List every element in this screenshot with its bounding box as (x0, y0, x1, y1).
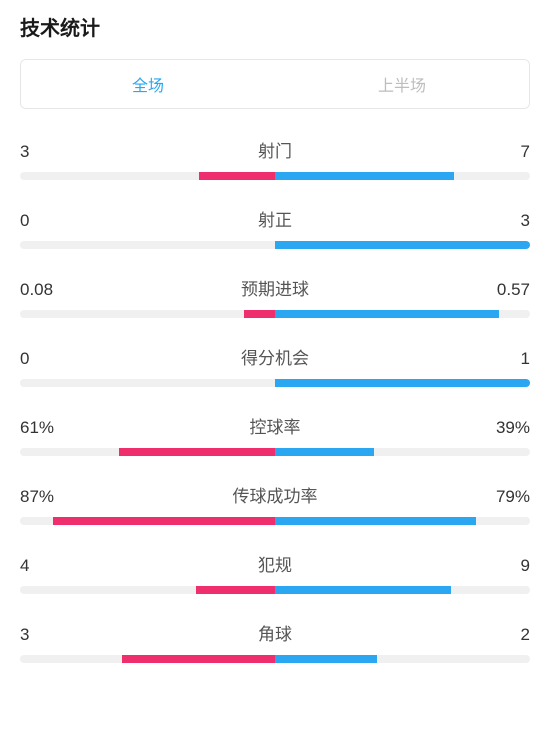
stat-right-value: 7 (470, 142, 530, 162)
stat-bar (20, 379, 530, 387)
bar-left-track (20, 517, 275, 525)
bar-right-track (275, 241, 530, 249)
stat-bar (20, 586, 530, 594)
stat-name: 预期进球 (80, 275, 470, 300)
stat-row: 4犯规9 (20, 551, 530, 594)
bar-right-fill (275, 379, 530, 387)
bar-left-track (20, 586, 275, 594)
bar-left-track (20, 310, 275, 318)
stat-right-value: 9 (470, 556, 530, 576)
stat-left-value: 61% (20, 418, 80, 438)
stat-labels: 61%控球率39% (20, 413, 530, 438)
bar-right-track (275, 172, 530, 180)
bar-left-track (20, 379, 275, 387)
stat-row: 87%传球成功率79% (20, 482, 530, 525)
stat-name: 犯规 (80, 551, 470, 576)
stat-name: 角球 (80, 620, 470, 645)
bar-left-fill (244, 310, 275, 318)
stat-bar (20, 310, 530, 318)
stat-labels: 0得分机会1 (20, 344, 530, 369)
bar-right-fill (275, 586, 451, 594)
stat-left-value: 4 (20, 556, 80, 576)
stat-right-value: 1 (470, 349, 530, 369)
bar-left-fill (119, 448, 275, 456)
stat-right-value: 0.57 (470, 280, 530, 300)
stat-left-value: 87% (20, 487, 80, 507)
bar-right-fill (275, 172, 454, 180)
stats-list: 3射门70射正30.08预期进球0.570得分机会161%控球率39%87%传球… (20, 137, 530, 663)
stat-labels: 3射门7 (20, 137, 530, 162)
tab-first-half[interactable]: 上半场 (275, 60, 529, 108)
bar-right-track (275, 517, 530, 525)
stat-row: 3射门7 (20, 137, 530, 180)
stat-labels: 0.08预期进球0.57 (20, 275, 530, 300)
bar-right-track (275, 310, 530, 318)
stat-name: 射门 (80, 137, 470, 162)
stat-bar (20, 241, 530, 249)
stat-left-value: 3 (20, 142, 80, 162)
bar-left-fill (196, 586, 275, 594)
stat-left-value: 0.08 (20, 280, 80, 300)
bar-left-track (20, 241, 275, 249)
bar-right-fill (275, 517, 476, 525)
stat-row: 61%控球率39% (20, 413, 530, 456)
bar-left-fill (199, 172, 276, 180)
stat-labels: 0射正3 (20, 206, 530, 231)
bar-left-track (20, 172, 275, 180)
stats-panel: 技术统计 全场 上半场 3射门70射正30.08预期进球0.570得分机会161… (0, 0, 550, 663)
stat-name: 射正 (80, 206, 470, 231)
stat-right-value: 2 (470, 625, 530, 645)
tab-full-match[interactable]: 全场 (21, 60, 275, 108)
bar-left-track (20, 448, 275, 456)
bar-right-fill (275, 448, 374, 456)
tab-bar: 全场 上半场 (20, 59, 530, 109)
stat-bar (20, 448, 530, 456)
stat-right-value: 39% (470, 418, 530, 438)
bar-right-fill (275, 241, 530, 249)
stat-left-value: 3 (20, 625, 80, 645)
stat-row: 0射正3 (20, 206, 530, 249)
bar-left-fill (122, 655, 275, 663)
stat-labels: 3角球2 (20, 620, 530, 645)
stat-name: 得分机会 (80, 344, 470, 369)
stat-right-value: 3 (470, 211, 530, 231)
bar-right-track (275, 379, 530, 387)
stat-left-value: 0 (20, 349, 80, 369)
bar-right-fill (275, 655, 377, 663)
stat-bar (20, 655, 530, 663)
panel-title: 技术统计 (20, 12, 530, 41)
bar-left-fill (53, 517, 275, 525)
stat-row: 3角球2 (20, 620, 530, 663)
stat-bar (20, 517, 530, 525)
bar-right-track (275, 448, 530, 456)
bar-right-track (275, 586, 530, 594)
stat-name: 传球成功率 (80, 482, 470, 507)
bar-right-track (275, 655, 530, 663)
bar-right-fill (275, 310, 499, 318)
stat-bar (20, 172, 530, 180)
bar-left-track (20, 655, 275, 663)
stat-left-value: 0 (20, 211, 80, 231)
stat-row: 0得分机会1 (20, 344, 530, 387)
stat-right-value: 79% (470, 487, 530, 507)
stat-labels: 87%传球成功率79% (20, 482, 530, 507)
stat-labels: 4犯规9 (20, 551, 530, 576)
stat-row: 0.08预期进球0.57 (20, 275, 530, 318)
stat-name: 控球率 (80, 413, 470, 438)
